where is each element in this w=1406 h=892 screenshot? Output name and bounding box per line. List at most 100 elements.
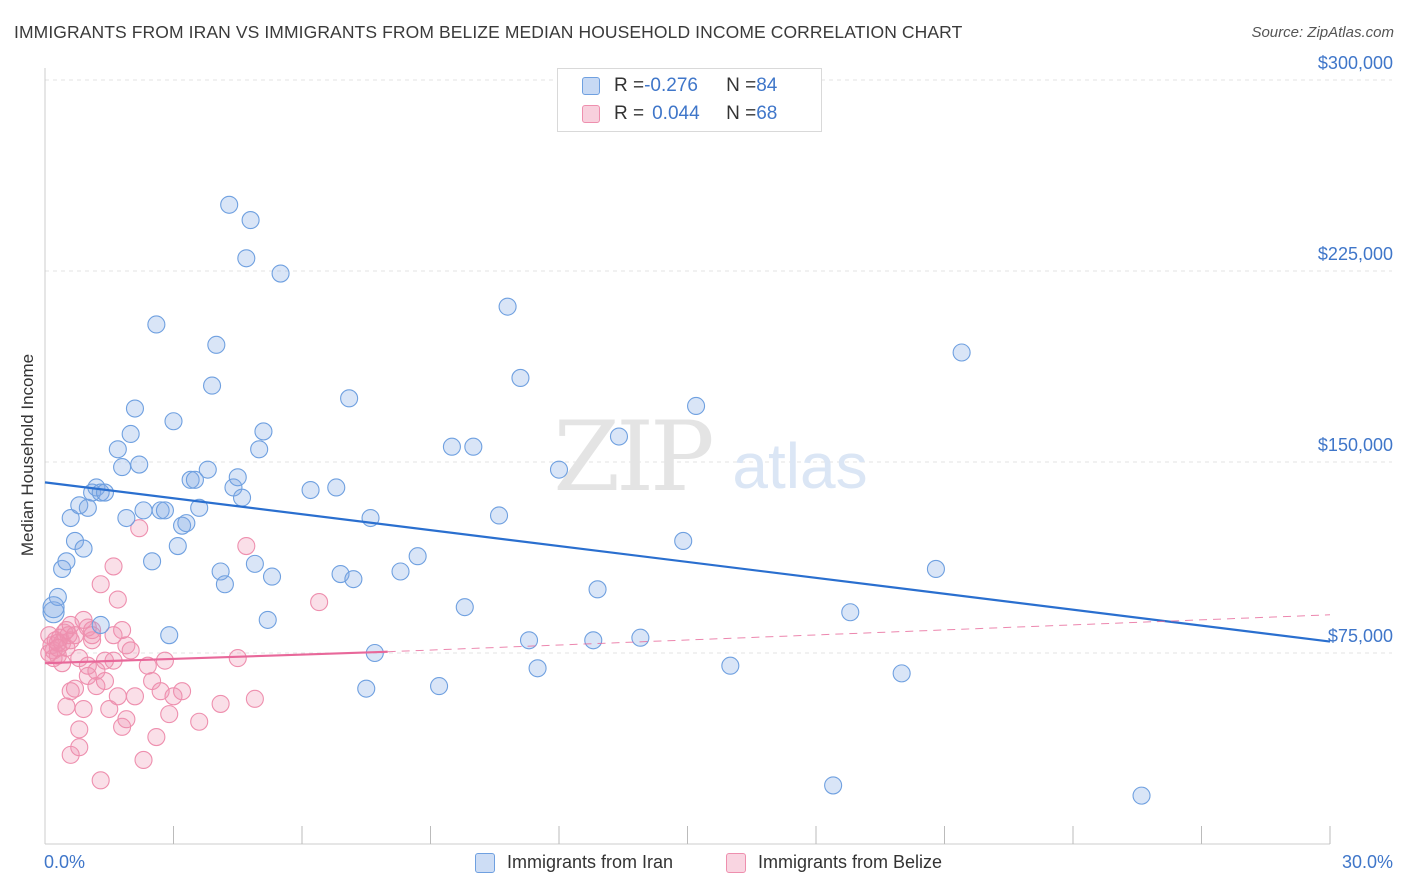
iran-point	[74, 539, 93, 558]
belize-swatch	[582, 105, 600, 123]
legend-item-iran: Immigrants from Iran	[475, 852, 673, 873]
belize-point	[228, 649, 247, 668]
belize-point	[104, 626, 123, 645]
belize-point	[310, 593, 329, 612]
iran-point	[442, 437, 461, 456]
iran-point	[42, 601, 65, 624]
belize-point	[83, 621, 102, 640]
legend-label-iran: Immigrants from Iran	[507, 852, 674, 872]
belize-trend-line	[44, 650, 388, 665]
iran-point	[258, 610, 277, 629]
belize-point	[121, 641, 140, 660]
iran-point	[185, 470, 204, 489]
x-tick-label-max: 30.0%	[1341, 852, 1393, 872]
iran-point	[177, 514, 196, 533]
iran-point	[61, 508, 80, 528]
belize-point	[125, 687, 144, 706]
iran-point	[245, 554, 264, 573]
iran-point	[250, 440, 269, 459]
belize-point	[245, 689, 264, 708]
y-tick-label: $150,000	[1318, 435, 1393, 455]
belize-point	[117, 710, 136, 729]
belize-point	[211, 694, 230, 713]
iran-point	[57, 552, 76, 571]
watermark: ZIP atlas	[553, 401, 867, 513]
belize-point	[108, 590, 127, 609]
iran-swatch	[475, 852, 495, 873]
iran-point	[721, 656, 740, 675]
iran-point	[340, 389, 359, 408]
watermark-zip: ZIP	[553, 401, 712, 513]
iran-point	[584, 631, 603, 650]
iran-point	[841, 603, 860, 622]
axis-layer	[44, 68, 1331, 845]
iran-point	[511, 368, 530, 388]
x-tick-label-min: 0.0%	[44, 852, 86, 872]
iran-point	[164, 412, 183, 431]
belize-point	[48, 633, 67, 652]
belize-point	[70, 738, 89, 757]
iran-point	[464, 437, 483, 456]
belize-trend-extension	[387, 614, 1331, 653]
iran-point	[232, 488, 252, 507]
iran-point	[344, 570, 363, 589]
iran-point	[549, 460, 569, 479]
iran-point	[926, 559, 945, 579]
belize-swatch	[726, 852, 746, 873]
iran-point	[687, 396, 706, 416]
iran-point	[155, 501, 174, 520]
iran-point	[113, 458, 132, 477]
iran-point	[95, 483, 115, 502]
iran-point	[357, 679, 376, 698]
watermark-atlas: atlas	[732, 430, 867, 502]
legend-item-belize: Immigrants from Belize	[726, 852, 942, 873]
belize-point	[237, 536, 256, 556]
belize-point	[134, 750, 153, 770]
belize-point	[100, 699, 119, 719]
iran-point	[207, 335, 226, 354]
belize-point	[74, 699, 93, 719]
iran-point	[181, 470, 200, 489]
series-legend: Immigrants from Iran Immigrants from Bel…	[0, 852, 1406, 876]
y-tick-labels: $75,000 $150,000 $225,000 $300,000	[1318, 53, 1393, 646]
belize-point	[91, 771, 110, 790]
iran-point	[609, 427, 629, 446]
iran-point	[1132, 786, 1151, 805]
belize-point	[65, 679, 85, 698]
legend-row-iran: R = -0.276 N = 84	[558, 73, 777, 99]
belize-point	[57, 697, 76, 716]
trend-lines	[44, 481, 1331, 665]
belize-point	[83, 631, 102, 650]
iran-point	[631, 628, 650, 647]
iran-point	[528, 659, 547, 678]
iran-point	[455, 598, 474, 617]
iran-point	[108, 440, 127, 459]
belize-point	[48, 638, 67, 657]
stats-legend: R = -0.276 N = 84 R = 0.044 N = 68	[557, 68, 822, 132]
n-value: 84	[756, 75, 778, 96]
belize-point	[113, 621, 132, 640]
chart-title: IMMIGRANTS FROM IRAN VS IMMIGRANTS FROM …	[14, 22, 963, 42]
belize-point	[173, 682, 192, 701]
iran-point	[121, 424, 140, 444]
n-label: N =	[726, 75, 757, 96]
iran-point	[143, 552, 162, 571]
belize-point	[147, 727, 166, 747]
belize-point	[130, 519, 149, 538]
iran-point	[408, 547, 427, 566]
r-value: -0.276	[644, 75, 698, 96]
belize-point	[190, 712, 209, 731]
iran-point	[391, 562, 410, 581]
iran-point	[892, 664, 911, 683]
iran-point	[262, 567, 282, 586]
y-tick-label: $225,000	[1318, 244, 1393, 264]
belize-point	[91, 575, 110, 594]
n-label: N =	[726, 103, 757, 124]
r-value: 0.044	[652, 103, 700, 124]
belize-point	[104, 557, 123, 576]
legend-label-belize: Immigrants from Belize	[758, 852, 943, 872]
iran-point	[125, 399, 144, 418]
r-label: R =	[614, 75, 645, 96]
iran-point	[134, 501, 153, 520]
